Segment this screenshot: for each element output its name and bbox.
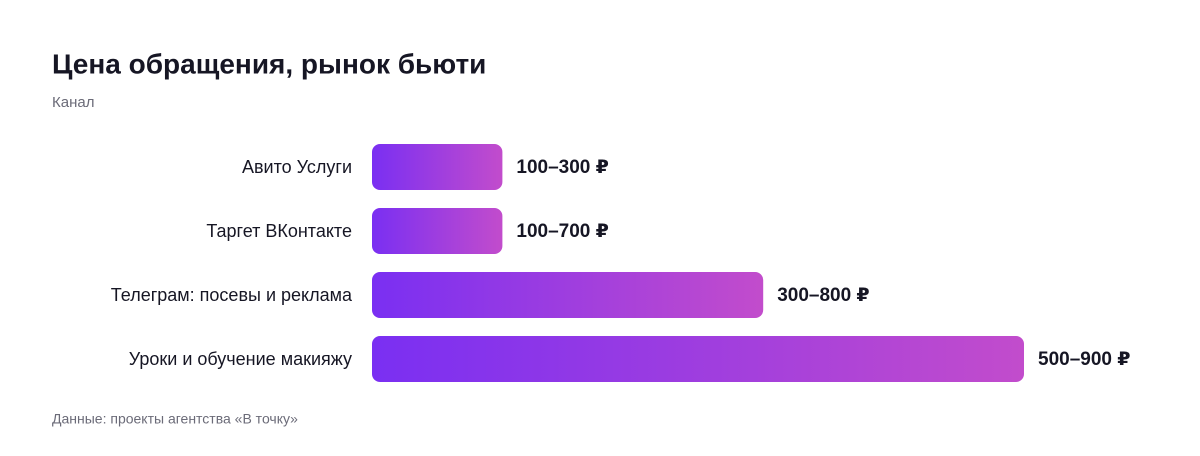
category-label: Уроки и обучение макияжу	[129, 349, 352, 369]
chart-title: Цена обращения, рынок бьюти	[52, 48, 486, 79]
bar	[372, 272, 764, 318]
value-label: 100–300 ₽	[516, 157, 608, 178]
source-note: Данные: проекты агентства «В точку»	[52, 411, 298, 427]
value-label: 500–900 ₽	[1038, 349, 1130, 370]
value-label: 100–700 ₽	[516, 221, 608, 242]
axis-label: Канал	[52, 94, 94, 111]
value-label: 300–800 ₽	[777, 285, 869, 306]
category-label: Телеграм: посевы и реклама	[111, 285, 353, 305]
bar	[372, 208, 503, 254]
bar	[372, 336, 1024, 382]
category-label: Авито Услуги	[242, 157, 352, 177]
category-label: Таргет ВКонтакте	[206, 221, 352, 241]
bar	[372, 144, 503, 190]
